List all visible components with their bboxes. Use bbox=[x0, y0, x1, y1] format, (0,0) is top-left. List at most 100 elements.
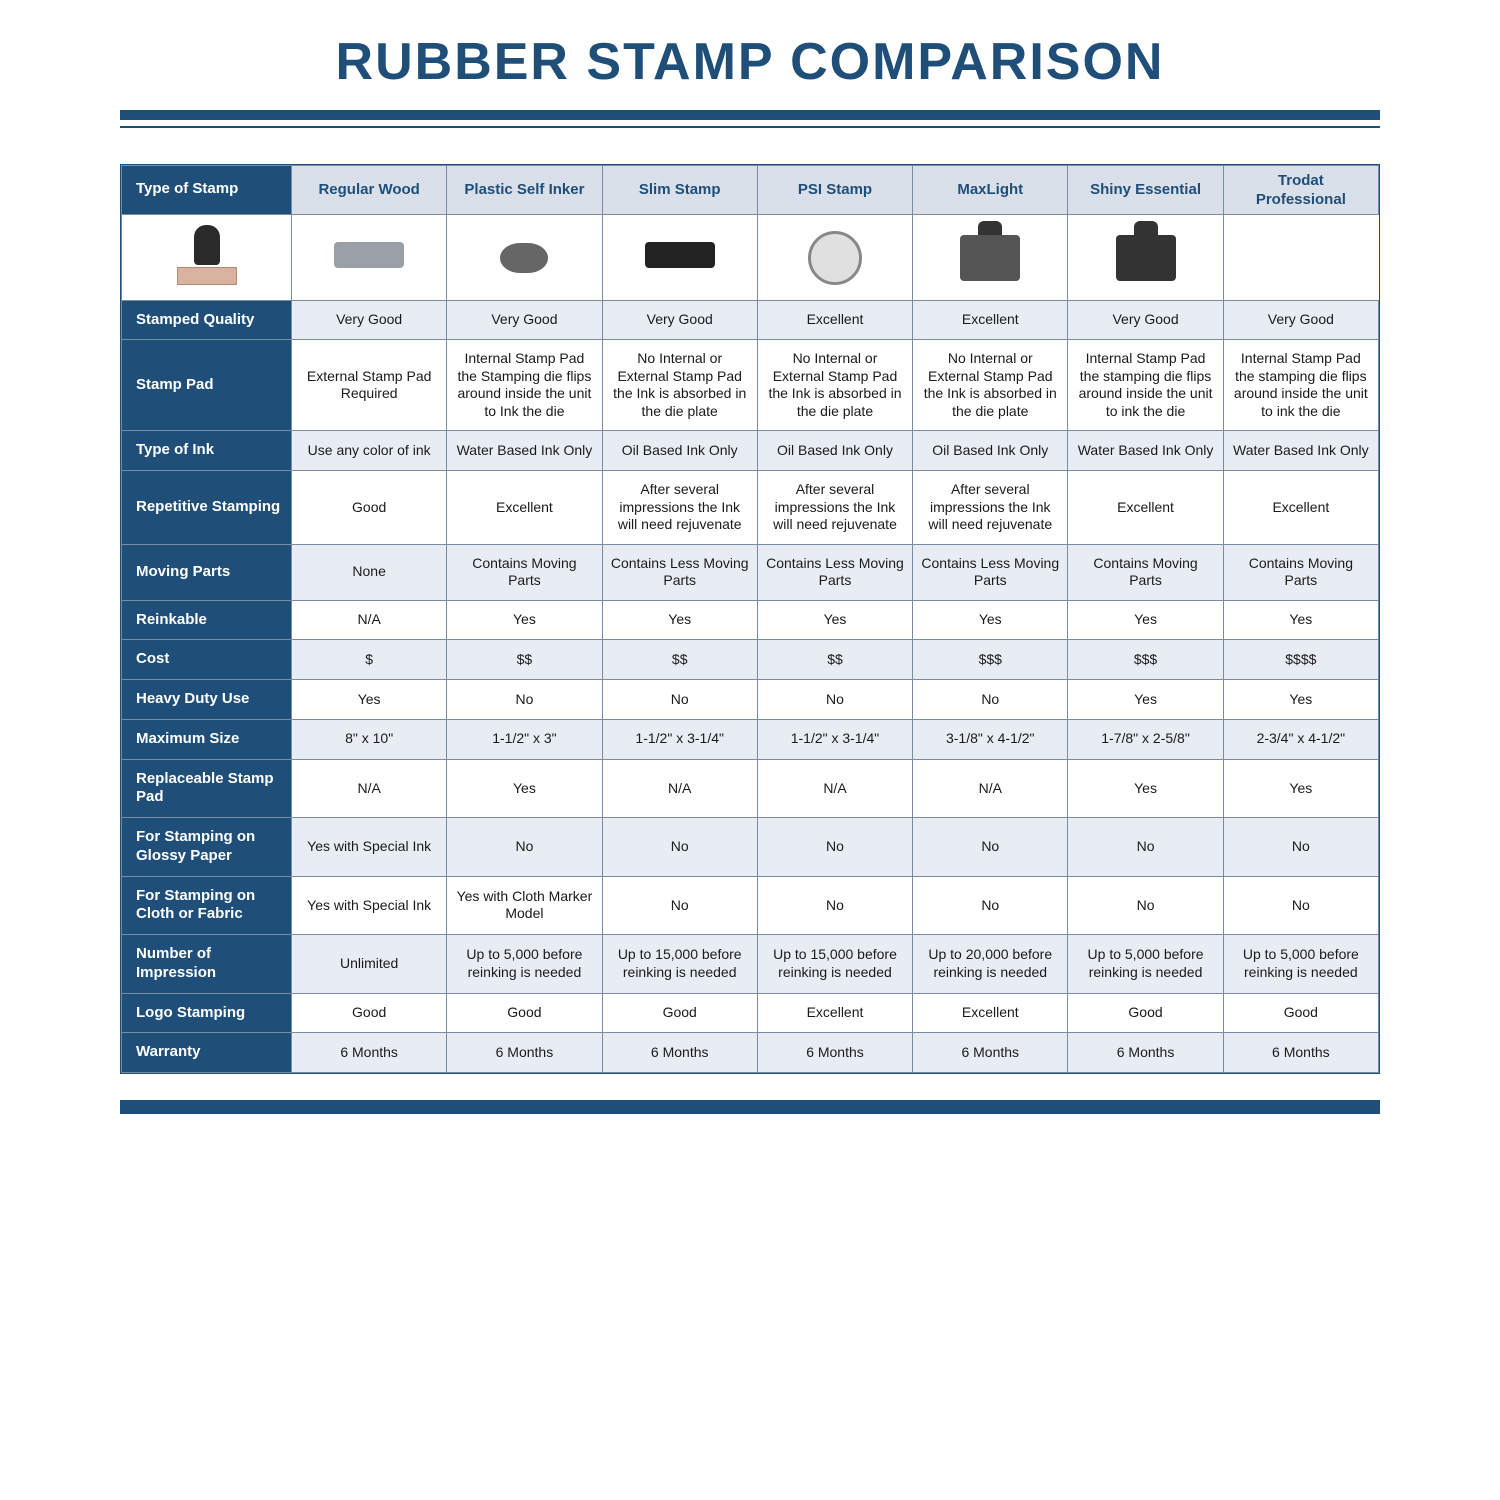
table-cell: No bbox=[757, 818, 912, 877]
table-cell: No bbox=[757, 680, 912, 720]
table-cell: Excellent bbox=[757, 993, 912, 1033]
table-cell: Excellent bbox=[1068, 471, 1223, 545]
trodat-professional-icon bbox=[1116, 229, 1176, 281]
table-row: Number of ImpressionUnlimited Up to 5,000… bbox=[122, 935, 1379, 994]
table-cell: Yes bbox=[913, 600, 1068, 640]
table-cell: 6 Months bbox=[602, 1033, 757, 1073]
table-cell: Yes bbox=[1068, 759, 1223, 818]
row-label: Stamped Quality bbox=[122, 300, 292, 340]
table-cell: Excellent bbox=[913, 300, 1068, 340]
colhead-3: PSI Stamp bbox=[757, 166, 912, 215]
table-cell: Very Good bbox=[292, 300, 447, 340]
table-cell: No bbox=[1223, 818, 1378, 877]
row-label: Repetitive Stamping bbox=[122, 471, 292, 545]
table-cell: After several impressions the Ink will n… bbox=[757, 471, 912, 545]
stamp-image-6 bbox=[1068, 214, 1223, 300]
table-cell: Contains Less Moving Parts bbox=[602, 544, 757, 600]
table-cell: No bbox=[1068, 818, 1223, 877]
comparison-table-wrap: Type of Stamp Regular Wood Plastic Self … bbox=[120, 164, 1380, 1074]
table-cell: 6 Months bbox=[1223, 1033, 1378, 1073]
table-cell: Contains Less Moving Parts bbox=[757, 544, 912, 600]
table-cell: 3-1/8" x 4-1/2" bbox=[913, 719, 1068, 759]
table-cell: 1-1/2" x 3-1/4" bbox=[602, 719, 757, 759]
table-cell: No bbox=[913, 876, 1068, 935]
table-cell: Yes bbox=[1223, 680, 1378, 720]
table-cell: Use any color of ink bbox=[292, 431, 447, 471]
table-cell: Internal Stamp Pad the Stamping die flip… bbox=[447, 340, 602, 431]
table-row: Moving PartsNoneContains Moving PartsCon… bbox=[122, 544, 1379, 600]
page-title: RUBBER STAMP COMPARISON bbox=[0, 32, 1500, 92]
table-cell: Good bbox=[447, 993, 602, 1033]
table-cell: Yes bbox=[1068, 680, 1223, 720]
table-cell: Good bbox=[602, 993, 757, 1033]
rowhead-type-of-stamp: Type of Stamp bbox=[122, 166, 292, 215]
table-cell: Yes bbox=[1223, 600, 1378, 640]
table-cell: Yes bbox=[292, 680, 447, 720]
table-cell: Yes bbox=[1068, 600, 1223, 640]
stamp-image-2 bbox=[447, 214, 602, 300]
table-cell: Up to 5,000 before reinking is needed bbox=[1223, 935, 1378, 994]
table-cell: No Internal or External Stamp Pad the In… bbox=[913, 340, 1068, 431]
table-row: Type of InkUse any color of inkWater Bas… bbox=[122, 431, 1379, 471]
colhead-2: Slim Stamp bbox=[602, 166, 757, 215]
page: RUBBER STAMP COMPARISON Type of Stamp Re… bbox=[0, 0, 1500, 1114]
row-label: Logo Stamping bbox=[122, 993, 292, 1033]
table-row: Warranty6 Months6 Months6 Months6 Months… bbox=[122, 1033, 1379, 1073]
stamp-image-0 bbox=[122, 214, 292, 300]
row-label: Number of Impression bbox=[122, 935, 292, 994]
row-label: Heavy Duty Use bbox=[122, 680, 292, 720]
table-cell: No bbox=[913, 818, 1068, 877]
table-cell: None bbox=[292, 544, 447, 600]
row-label: For Stamping on Cloth or Fabric bbox=[122, 876, 292, 935]
table-cell: Yes with Special Ink bbox=[292, 818, 447, 877]
table-cell: 2-3/4" x 4-1/2" bbox=[1223, 719, 1378, 759]
stamp-image-3 bbox=[602, 214, 757, 300]
table-cell: Internal Stamp Pad the stamping die flip… bbox=[1223, 340, 1378, 431]
table-cell: Contains Less Moving Parts bbox=[913, 544, 1068, 600]
table-cell: Very Good bbox=[602, 300, 757, 340]
table-row: Cost$$$$$$$$$$$$$$$$$ bbox=[122, 640, 1379, 680]
row-label: Moving Parts bbox=[122, 544, 292, 600]
comparison-table: Type of Stamp Regular Wood Plastic Self … bbox=[121, 165, 1379, 1073]
table-cell: Unlimited bbox=[292, 935, 447, 994]
row-label: For Stamping on Glossy Paper bbox=[122, 818, 292, 877]
table-cell: No bbox=[757, 876, 912, 935]
table-cell: $$ bbox=[757, 640, 912, 680]
table-cell: $$ bbox=[602, 640, 757, 680]
table-row: Stamped QualityVery GoodVery GoodVery Go… bbox=[122, 300, 1379, 340]
table-row: For Stamping on Glossy PaperYes with Spe… bbox=[122, 818, 1379, 877]
table-cell: $ bbox=[292, 640, 447, 680]
stamp-image-5 bbox=[913, 214, 1068, 300]
table-cell: No bbox=[447, 818, 602, 877]
table-body: Stamped QualityVery GoodVery GoodVery Go… bbox=[122, 300, 1379, 1073]
table-cell: N/A bbox=[757, 759, 912, 818]
table-cell: Yes bbox=[602, 600, 757, 640]
table-cell: No bbox=[447, 680, 602, 720]
table-cell: No bbox=[602, 818, 757, 877]
table-cell: Good bbox=[1068, 993, 1223, 1033]
shiny-essential-icon bbox=[960, 229, 1020, 281]
slim-stamp-icon bbox=[500, 237, 548, 273]
table-cell: 6 Months bbox=[447, 1033, 602, 1073]
table-cell: 6 Months bbox=[292, 1033, 447, 1073]
stamp-image-1 bbox=[292, 214, 447, 300]
image-row bbox=[122, 214, 1379, 300]
table-cell: No bbox=[602, 680, 757, 720]
table-row: ReinkableN/AYesYesYesYesYesYes bbox=[122, 600, 1379, 640]
table-cell: Very Good bbox=[1068, 300, 1223, 340]
table-cell: Yes with Cloth Marker Model bbox=[447, 876, 602, 935]
table-cell: Excellent bbox=[447, 471, 602, 545]
table-row: Repetitive StampingGoodExcellentAfter se… bbox=[122, 471, 1379, 545]
table-cell: Up to 20,000 before reinking is needed bbox=[913, 935, 1068, 994]
table-cell: Up to 15,000 before reinking is needed bbox=[757, 935, 912, 994]
stamp-image-4 bbox=[757, 214, 912, 300]
table-cell: Oil Based Ink Only bbox=[602, 431, 757, 471]
table-cell: Contains Moving Parts bbox=[447, 544, 602, 600]
table-row: For Stamping on Cloth or Fabric Yes with … bbox=[122, 876, 1379, 935]
table-cell: After several impressions the Ink will n… bbox=[913, 471, 1068, 545]
footer-bar bbox=[120, 1100, 1380, 1114]
rule-thin bbox=[120, 126, 1380, 128]
table-cell: No bbox=[602, 876, 757, 935]
table-cell: Good bbox=[292, 471, 447, 545]
table-cell: Yes bbox=[757, 600, 912, 640]
